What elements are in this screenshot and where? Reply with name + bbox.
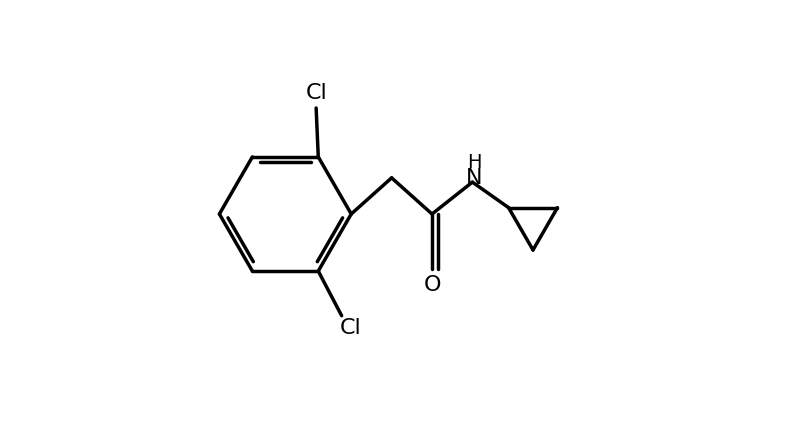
Text: Cl: Cl: [306, 83, 327, 103]
Text: H: H: [467, 154, 482, 172]
Text: Cl: Cl: [340, 318, 362, 339]
Text: O: O: [423, 276, 441, 295]
Text: N: N: [466, 168, 483, 188]
